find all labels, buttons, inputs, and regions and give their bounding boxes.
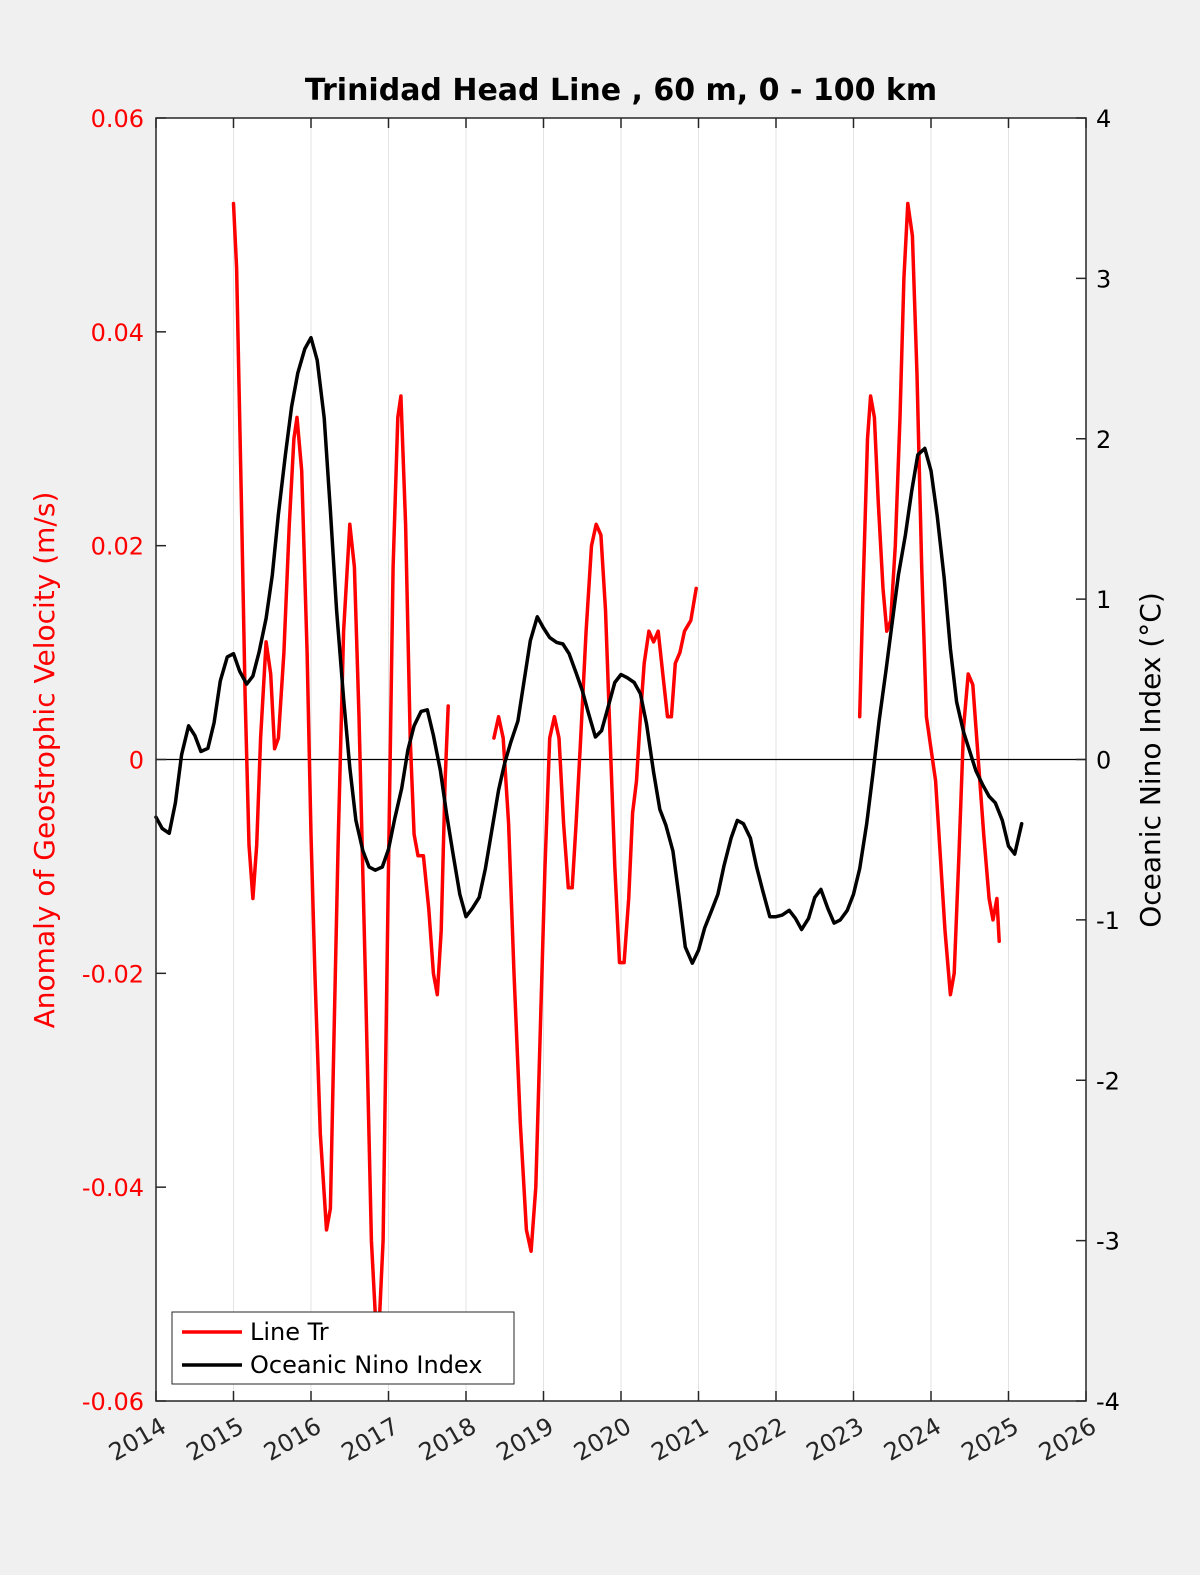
y-right-tick-label: 0 <box>1096 747 1111 775</box>
legend-label-line-tr: Line Tr <box>250 1318 329 1346</box>
y-right-tick-label: -4 <box>1096 1388 1120 1416</box>
y-left-tick-label: -0.06 <box>82 1388 144 1416</box>
y-right-tick-label: -3 <box>1096 1228 1120 1256</box>
y-left-tick-label: 0 <box>129 747 144 775</box>
y-left-tick-label: 0.02 <box>91 533 144 561</box>
legend-box <box>171 1311 515 1385</box>
y-left-tick-label: 0.04 <box>91 319 144 347</box>
y-right-tick-label: -1 <box>1096 907 1120 935</box>
y-right-tick-label: 4 <box>1096 105 1111 133</box>
legend-label-oni: Oceanic Nino Index <box>250 1351 482 1379</box>
y-left-tick-label: 0.06 <box>91 105 144 133</box>
series-oni-segment-0 <box>154 335 1024 965</box>
chart-title: Trinidad Head Line , 60 m, 0 - 100 km <box>305 73 937 108</box>
y-right-tick-label: 2 <box>1096 426 1111 454</box>
y-right-tick-label: 1 <box>1096 586 1111 614</box>
series-line-tr-segment-1 <box>492 522 698 1254</box>
y-left-tick-label: -0.02 <box>82 960 144 988</box>
series-group <box>154 201 1024 1360</box>
right-axis-label: Oceanic Nino Index (°C) <box>1134 592 1167 928</box>
axis-ticks <box>155 117 1087 1402</box>
y-left-tick-label: -0.04 <box>82 1174 144 1202</box>
y-right-tick-label: -2 <box>1096 1067 1120 1095</box>
series-line-tr-segment-2 <box>857 201 1001 997</box>
series-line-tr-segment-0 <box>231 201 450 1360</box>
y-right-tick-label: 3 <box>1096 265 1111 293</box>
left-axis-label: Anomaly of Geostrophic Velocity (m/s) <box>28 492 61 1029</box>
legend: Line Tr Oceanic Nino Index <box>171 1311 515 1385</box>
